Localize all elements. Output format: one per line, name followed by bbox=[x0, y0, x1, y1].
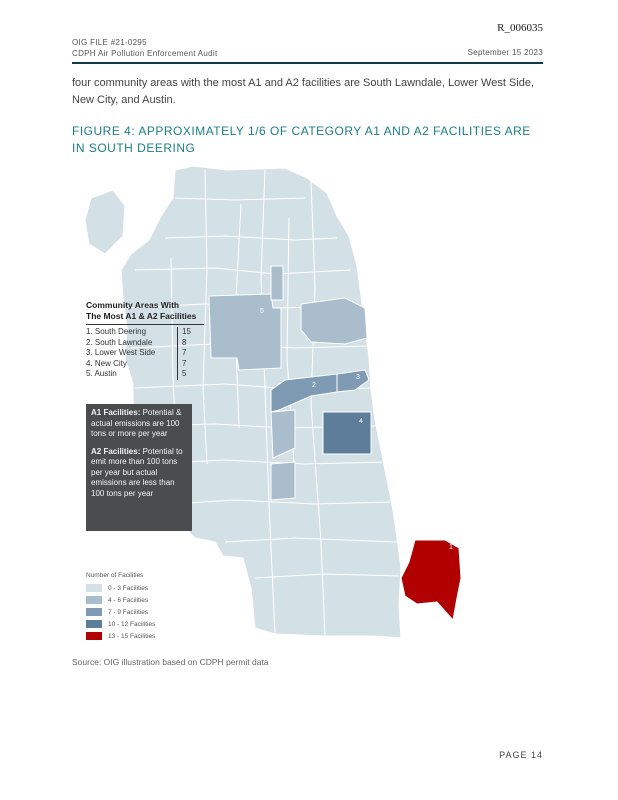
legend-row-name: 1. South Deering bbox=[86, 327, 147, 336]
area-garfield-ridge bbox=[270, 461, 296, 501]
header-file-number: OIG FILE #21-0295 bbox=[72, 38, 147, 47]
legend-row: 3. Lower West Side 7 bbox=[86, 348, 216, 359]
chicago-community-areas-map: 1 2 3 4 5 bbox=[84, 165, 462, 639]
area-lower-west-side bbox=[336, 369, 370, 393]
legend-row-count: 7 bbox=[177, 348, 186, 359]
a2-text: Potential to emit more than 100 tons per… bbox=[91, 446, 183, 498]
legend-row-name: 2. South Lawndale bbox=[86, 337, 153, 347]
scale-label: 0 - 3 Facilities bbox=[108, 584, 149, 592]
ohare-area bbox=[84, 189, 126, 255]
figure-title: FIGURE 4: APPROXIMATELY 1/6 OF CATEGORY … bbox=[72, 124, 531, 155]
scale-swatch bbox=[86, 632, 102, 640]
legend-row-name: 4. New City bbox=[86, 358, 127, 368]
scale-swatch bbox=[86, 596, 102, 604]
legend-row: 2. South Lawndale 8 bbox=[86, 337, 216, 348]
map-label-1: 1 bbox=[449, 544, 453, 551]
scale-title: Number of Facilities bbox=[86, 572, 144, 579]
scale-row: 4 - 6 Facilities bbox=[86, 594, 155, 606]
area-new-city bbox=[322, 411, 372, 455]
map-label-4: 4 bbox=[359, 418, 363, 425]
scale-label: 13 - 15 Facilities bbox=[108, 632, 156, 640]
legend-row-count: 7 bbox=[177, 358, 186, 369]
top-areas-legend: Community Areas With The Most A1 & A2 Fa… bbox=[86, 300, 216, 380]
legend-row: 4. New City 7 bbox=[86, 358, 216, 369]
a1-label: A1 Facilities: bbox=[91, 408, 141, 417]
page-number: PAGE 14 bbox=[499, 750, 543, 760]
area-logan-square bbox=[300, 297, 368, 345]
facility-count-scale: Number of Facilities 0 - 3 Facilities 4 … bbox=[86, 572, 155, 642]
figure-source: Source: OIG illustration based on CDPH p… bbox=[72, 657, 269, 667]
legend-row-count: 15 bbox=[177, 327, 191, 338]
legend-row-name: 3. Lower West Side bbox=[86, 348, 156, 357]
legend-divider bbox=[86, 324, 204, 325]
a2-label: A2 Facilities: bbox=[91, 446, 141, 456]
header-rule bbox=[72, 62, 543, 64]
legend-row-count: 8 bbox=[177, 337, 186, 348]
map-label-5: 5 bbox=[260, 308, 264, 315]
scale-label: 10 - 12 Facilities bbox=[108, 620, 156, 628]
scale-swatch bbox=[86, 620, 102, 628]
header-report-title: CDPH Air Pollution Enforcement Audit bbox=[72, 49, 218, 58]
scale-label: 7 - 9 Facilities bbox=[108, 608, 149, 616]
scale-swatch bbox=[86, 608, 102, 616]
legend-row-count: 5 bbox=[177, 369, 186, 380]
area-montclare bbox=[270, 265, 284, 301]
scale-row: 10 - 12 Facilities bbox=[86, 618, 155, 630]
scale-label: 4 - 6 Facilities bbox=[108, 596, 149, 604]
legend-row-name: 5. Austin bbox=[86, 369, 117, 378]
body-paragraph: four community areas with the most A1 an… bbox=[72, 77, 535, 106]
area-south-deering bbox=[400, 539, 462, 622]
legend-row: 5. Austin 5 bbox=[86, 369, 216, 380]
scale-row: 0 - 3 Facilities bbox=[86, 582, 155, 594]
area-archer-heights bbox=[270, 409, 296, 459]
scale-row: 7 - 9 Facilities bbox=[86, 606, 155, 618]
header-date: September 15 2023 bbox=[467, 48, 543, 57]
scale-row: 13 - 15 Facilities bbox=[86, 630, 155, 642]
a1-definition: A1 Facilities: Potential & actual emissi… bbox=[91, 408, 187, 440]
scale-swatch bbox=[86, 584, 102, 592]
a1-text: Potential & actual emissions are 100 ton… bbox=[91, 408, 182, 438]
legend-row: 1. South Deering 15 bbox=[86, 327, 216, 338]
city-outline bbox=[120, 165, 402, 639]
map-label-2: 2 bbox=[312, 382, 316, 389]
header-left: OIG FILE #21-0295 CDPH Air Pollution Enf… bbox=[72, 37, 218, 59]
map-label-3: 3 bbox=[356, 374, 360, 381]
community-boundaries bbox=[124, 169, 400, 637]
a2-definition: A2 Facilities: Potential to emit more th… bbox=[91, 447, 187, 500]
legend-title-line2: The Most A1 & A2 Facilities bbox=[86, 311, 197, 321]
facility-definitions-box: A1 Facilities: Potential & actual emissi… bbox=[86, 404, 192, 531]
legend-title-line1: Community Areas With bbox=[86, 300, 180, 310]
bates-number: R_006035 bbox=[497, 22, 543, 34]
